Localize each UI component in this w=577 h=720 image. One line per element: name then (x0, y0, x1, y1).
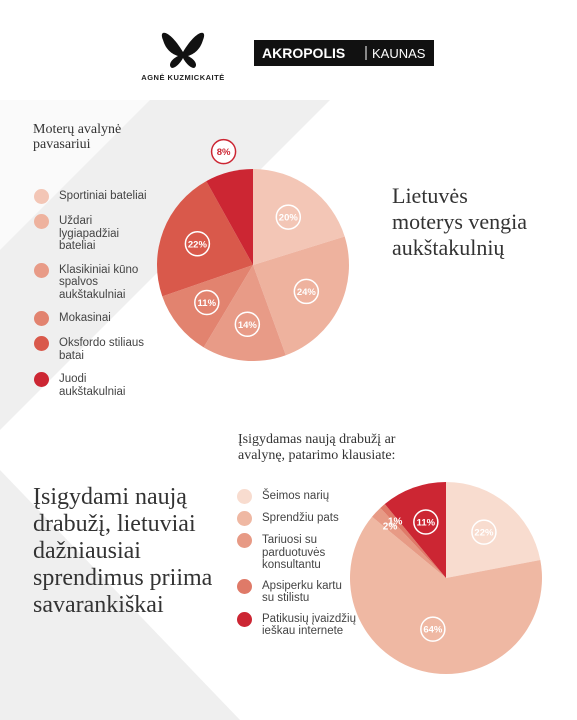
legend-swatch (237, 578, 252, 594)
legend: Sportiniai bateliai Uždari lygiapadžiai b… (34, 189, 149, 409)
label-badge (293, 278, 320, 305)
pie-slice (384, 482, 446, 578)
pie-slice (380, 504, 446, 578)
pie-slice (253, 236, 349, 356)
pie-slice (372, 508, 446, 578)
value-label: 2% (383, 521, 398, 532)
value-label: 24% (297, 287, 317, 298)
legend-label: Klasikiniai kūno spalvos aukštakulniai (59, 263, 139, 301)
legend-label: Apsiperku kartu su stilistu (262, 579, 342, 605)
pie-slice (162, 265, 253, 348)
legend-label: Oksfordo stiliaus batai (59, 337, 145, 362)
legend-label: Tariuosi su parduotuvės konsultantu (262, 534, 326, 571)
legend-item: Mokasinai (34, 311, 149, 326)
label-badge (471, 519, 497, 545)
legend-swatch (34, 372, 49, 387)
city-name: KAUNAS (372, 46, 426, 61)
pie-slice (350, 516, 542, 675)
legend-swatch (237, 611, 252, 627)
butterfly-logo (161, 32, 205, 68)
legend-item: Apsiperku kartu su stilistu (237, 578, 357, 605)
legend-swatch (237, 511, 252, 526)
headline: Įsigydami naują drabužį, lietuviai dažni… (33, 484, 213, 618)
legend-item: Patikusių įvaizdžių ieškau internete (237, 611, 357, 638)
chart-title: Moterų avalynė pavasariui (33, 122, 122, 152)
pie-slice (206, 169, 253, 265)
legend-item: Uždari lygiapadžiai bateliai (34, 214, 149, 253)
value-label: 14% (238, 320, 258, 331)
value-label: 64% (423, 625, 443, 636)
value-label: 11% (417, 517, 436, 528)
label-badge (184, 231, 211, 257)
chart-title: Įsigydamas naują drabužį ar avalynę, pat… (238, 432, 396, 463)
legend-item: Sportiniai bateliai (34, 189, 149, 204)
legend-item: Oksfordo stiliaus batai (34, 336, 149, 362)
legend-swatch (34, 311, 49, 326)
value-label: 1% (388, 516, 403, 527)
pie-slice (157, 181, 253, 297)
label-badge (210, 138, 237, 165)
value-label: 22% (474, 528, 494, 539)
value-label: 8% (217, 147, 231, 158)
value-label: 20% (279, 213, 299, 224)
legend-label: Šeimos narių (262, 490, 330, 502)
mall-name: AKROPOLIS (262, 45, 345, 61)
label-badge (413, 509, 439, 535)
value-label: 22% (188, 239, 208, 250)
legend-item: Klasikiniai kūno spalvos aukštakulniai (34, 262, 149, 302)
legend-swatch (237, 533, 252, 548)
label-badge (275, 204, 302, 230)
label-badge (234, 311, 261, 338)
value-label: 11% (198, 298, 217, 309)
corner (0, 100, 150, 250)
legend-swatch (237, 489, 252, 504)
legend-label: Patikusių įvaizdžių ieškau internete (262, 612, 356, 638)
headline: Lietuvės moterys vengia aukštakulnių (392, 183, 528, 260)
mall-logo-box (254, 40, 434, 66)
legend-swatch (34, 336, 49, 351)
legend-item: Sprendžiu pats (237, 511, 357, 526)
legend-swatch (34, 214, 49, 229)
legend-swatch (34, 189, 49, 204)
pie-slice (253, 169, 345, 265)
legend-swatch (34, 262, 49, 278)
label-badge (420, 616, 446, 642)
legend-label: Juodi aukštakulniai (59, 373, 126, 398)
label-badge (194, 289, 220, 316)
pie-slice (446, 482, 541, 578)
legend-item: Tariuosi su parduotuvės konsultantu (237, 533, 357, 572)
legend-label: Uždari lygiapadžiai bateliai (59, 215, 120, 252)
legend-label: Sportiniai bateliai (59, 190, 147, 202)
designer-name: AGNĖ KUZMICKAITĖ (141, 73, 224, 82)
legend-label: Sprendžiu pats (262, 512, 339, 524)
legend-item: Juodi aukštakulniai (34, 372, 149, 398)
legend-item: Šeimos narių (237, 489, 357, 504)
legend-label: Mokasinai (59, 312, 111, 324)
legend: Šeimos narių Sprendžiu pats Tariuosi su pa… (237, 489, 357, 646)
